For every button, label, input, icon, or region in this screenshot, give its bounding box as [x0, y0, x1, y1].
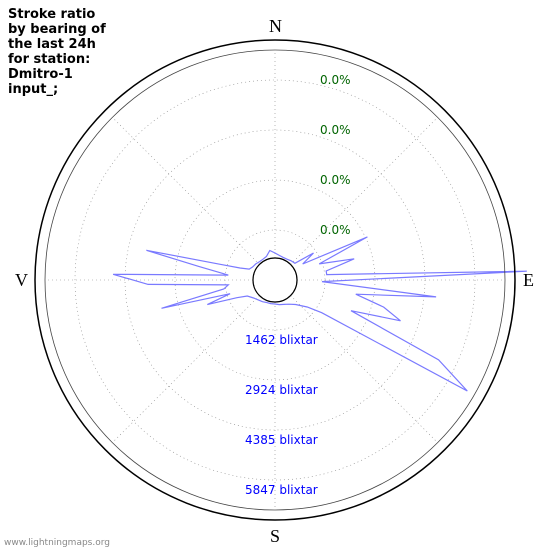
ring-label-top: 0.0% — [320, 223, 351, 237]
ring-label-bottom: 1462 blixtar — [245, 333, 318, 347]
center-hole — [253, 258, 297, 302]
rose-polygon — [113, 237, 527, 391]
spoke — [291, 117, 438, 264]
cardinal-s: S — [270, 526, 280, 546]
ring-label-bottom: 5847 blixtar — [245, 483, 318, 497]
ring-label-bottom: 2924 blixtar — [245, 383, 318, 397]
ring-label-top: 0.0% — [320, 73, 351, 87]
spoke — [112, 296, 259, 443]
spoke — [112, 117, 259, 264]
ring-label-top: 0.0% — [320, 123, 351, 137]
ring-label-bottom: 4385 blixtar — [245, 433, 318, 447]
attribution-text: www.lightningmaps.org — [4, 538, 110, 548]
chart-container: Stroke ratio by bearing of the last 24h … — [0, 0, 550, 550]
cardinal-n: N — [269, 16, 282, 36]
ring-label-top: 0.0% — [320, 173, 351, 187]
cardinal-e: E — [523, 270, 534, 290]
cardinal-w: V — [15, 270, 28, 290]
polar-chart-svg: 0.0% 0.0% 0.0% 0.0% 1462 blixtar 2924 blixtar… — [0, 0, 550, 550]
